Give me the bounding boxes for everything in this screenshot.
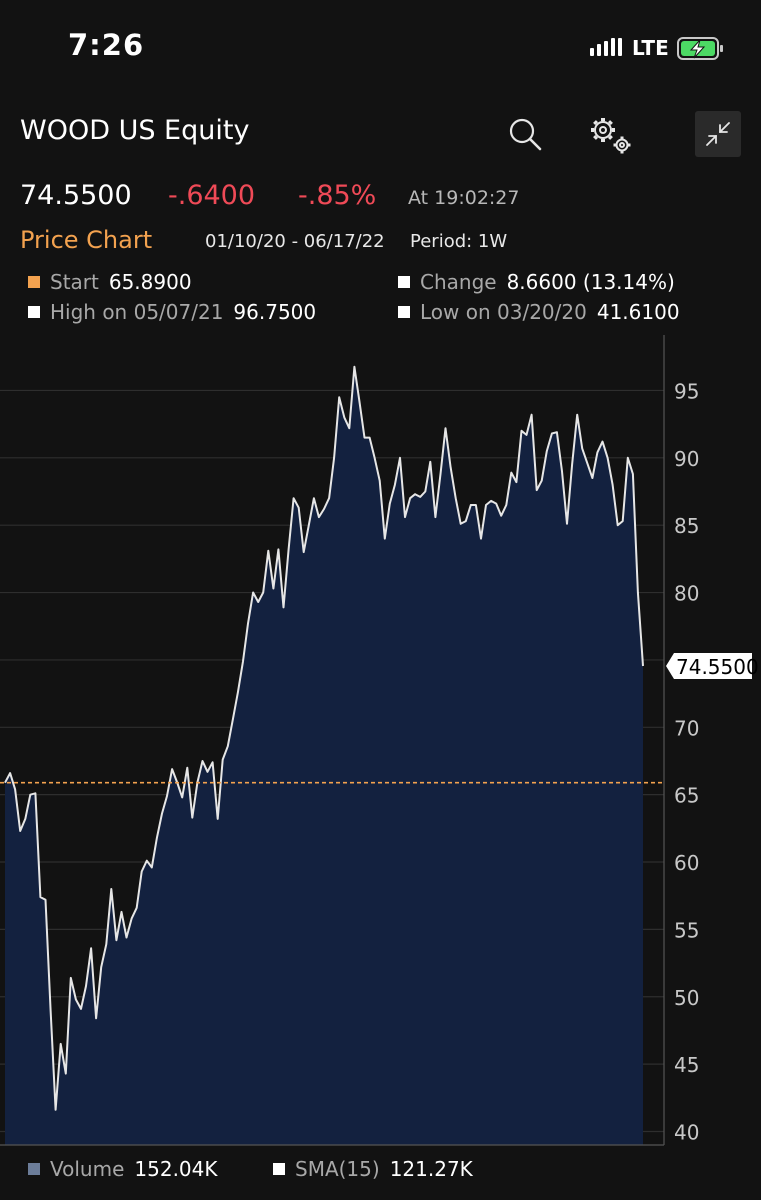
price-chart[interactable]: 40455055606570758085909574.5500 xyxy=(0,335,761,1150)
volume-marker-icon xyxy=(28,1163,40,1175)
low-marker-icon xyxy=(398,306,410,318)
legend-sma-value: 121.27K xyxy=(389,1157,473,1181)
legend-volume-label: Volume xyxy=(50,1157,125,1181)
y-tick-label: 60 xyxy=(674,851,699,875)
period-selector[interactable]: Period: 1W xyxy=(410,231,508,252)
legend-volume[interactable]: Volume 152.04K xyxy=(28,1157,218,1181)
network-type: LTE xyxy=(632,36,669,60)
date-range[interactable]: 01/10/20 - 06/17/22 xyxy=(205,231,385,252)
stat-change-value: 8.6600 (13.14%) xyxy=(506,270,675,294)
stat-start: Start 65.8900 xyxy=(28,270,192,294)
quote-time: At 19:02:27 xyxy=(408,187,520,209)
y-tick-label: 45 xyxy=(674,1053,699,1077)
y-tick-label: 80 xyxy=(674,582,699,606)
last-price-tag xyxy=(666,652,752,679)
sma-marker-icon xyxy=(273,1163,285,1175)
stat-high: High on 05/07/21 96.7500 xyxy=(28,300,316,324)
stat-high-label: High on 05/07/21 xyxy=(50,300,224,324)
stat-start-value: 65.8900 xyxy=(108,270,192,294)
stat-change: Change 8.6600 (13.14%) xyxy=(398,270,675,294)
stat-change-label: Change xyxy=(420,270,497,294)
search-icon[interactable] xyxy=(505,114,545,154)
start-marker-icon xyxy=(28,276,40,288)
chart-title[interactable]: Price Chart xyxy=(20,226,153,254)
legend-sma-label: SMA(15) xyxy=(295,1157,380,1181)
y-tick-label: 50 xyxy=(674,986,699,1010)
last-price-tag-label: 74.5500 xyxy=(676,655,759,679)
y-tick-label: 85 xyxy=(674,514,699,538)
net-change: -.6400 xyxy=(168,180,256,211)
settings-gears-icon[interactable] xyxy=(585,112,637,160)
y-tick-label: 90 xyxy=(674,447,699,471)
price-area-fill xyxy=(5,366,643,1145)
y-tick-label: 70 xyxy=(674,716,699,740)
collapse-icon[interactable] xyxy=(695,111,741,157)
price-line xyxy=(4,365,644,1111)
high-marker-icon xyxy=(28,306,40,318)
last-price: 74.5500 xyxy=(20,180,132,211)
change-marker-icon xyxy=(398,276,410,288)
battery-charging-icon xyxy=(677,36,723,60)
y-tick-label: 95 xyxy=(674,379,699,403)
stat-start-label: Start xyxy=(50,270,99,294)
y-tick-label: 40 xyxy=(674,1121,699,1145)
stat-low-label: Low on 03/20/20 xyxy=(420,300,587,324)
ticker-title: WOOD US Equity xyxy=(20,115,250,146)
stat-low: Low on 03/20/20 41.6100 xyxy=(398,300,680,324)
y-tick-label: 65 xyxy=(674,784,699,808)
y-tick-label: 55 xyxy=(674,918,699,942)
stat-low-value: 41.6100 xyxy=(596,300,680,324)
status-time: 7:26 xyxy=(68,28,145,62)
percent-change: -.85% xyxy=(298,180,377,211)
legend-volume-value: 152.04K xyxy=(134,1157,218,1181)
stat-high-value: 96.7500 xyxy=(233,300,317,324)
legend-sma[interactable]: SMA(15) 121.27K xyxy=(273,1157,473,1181)
